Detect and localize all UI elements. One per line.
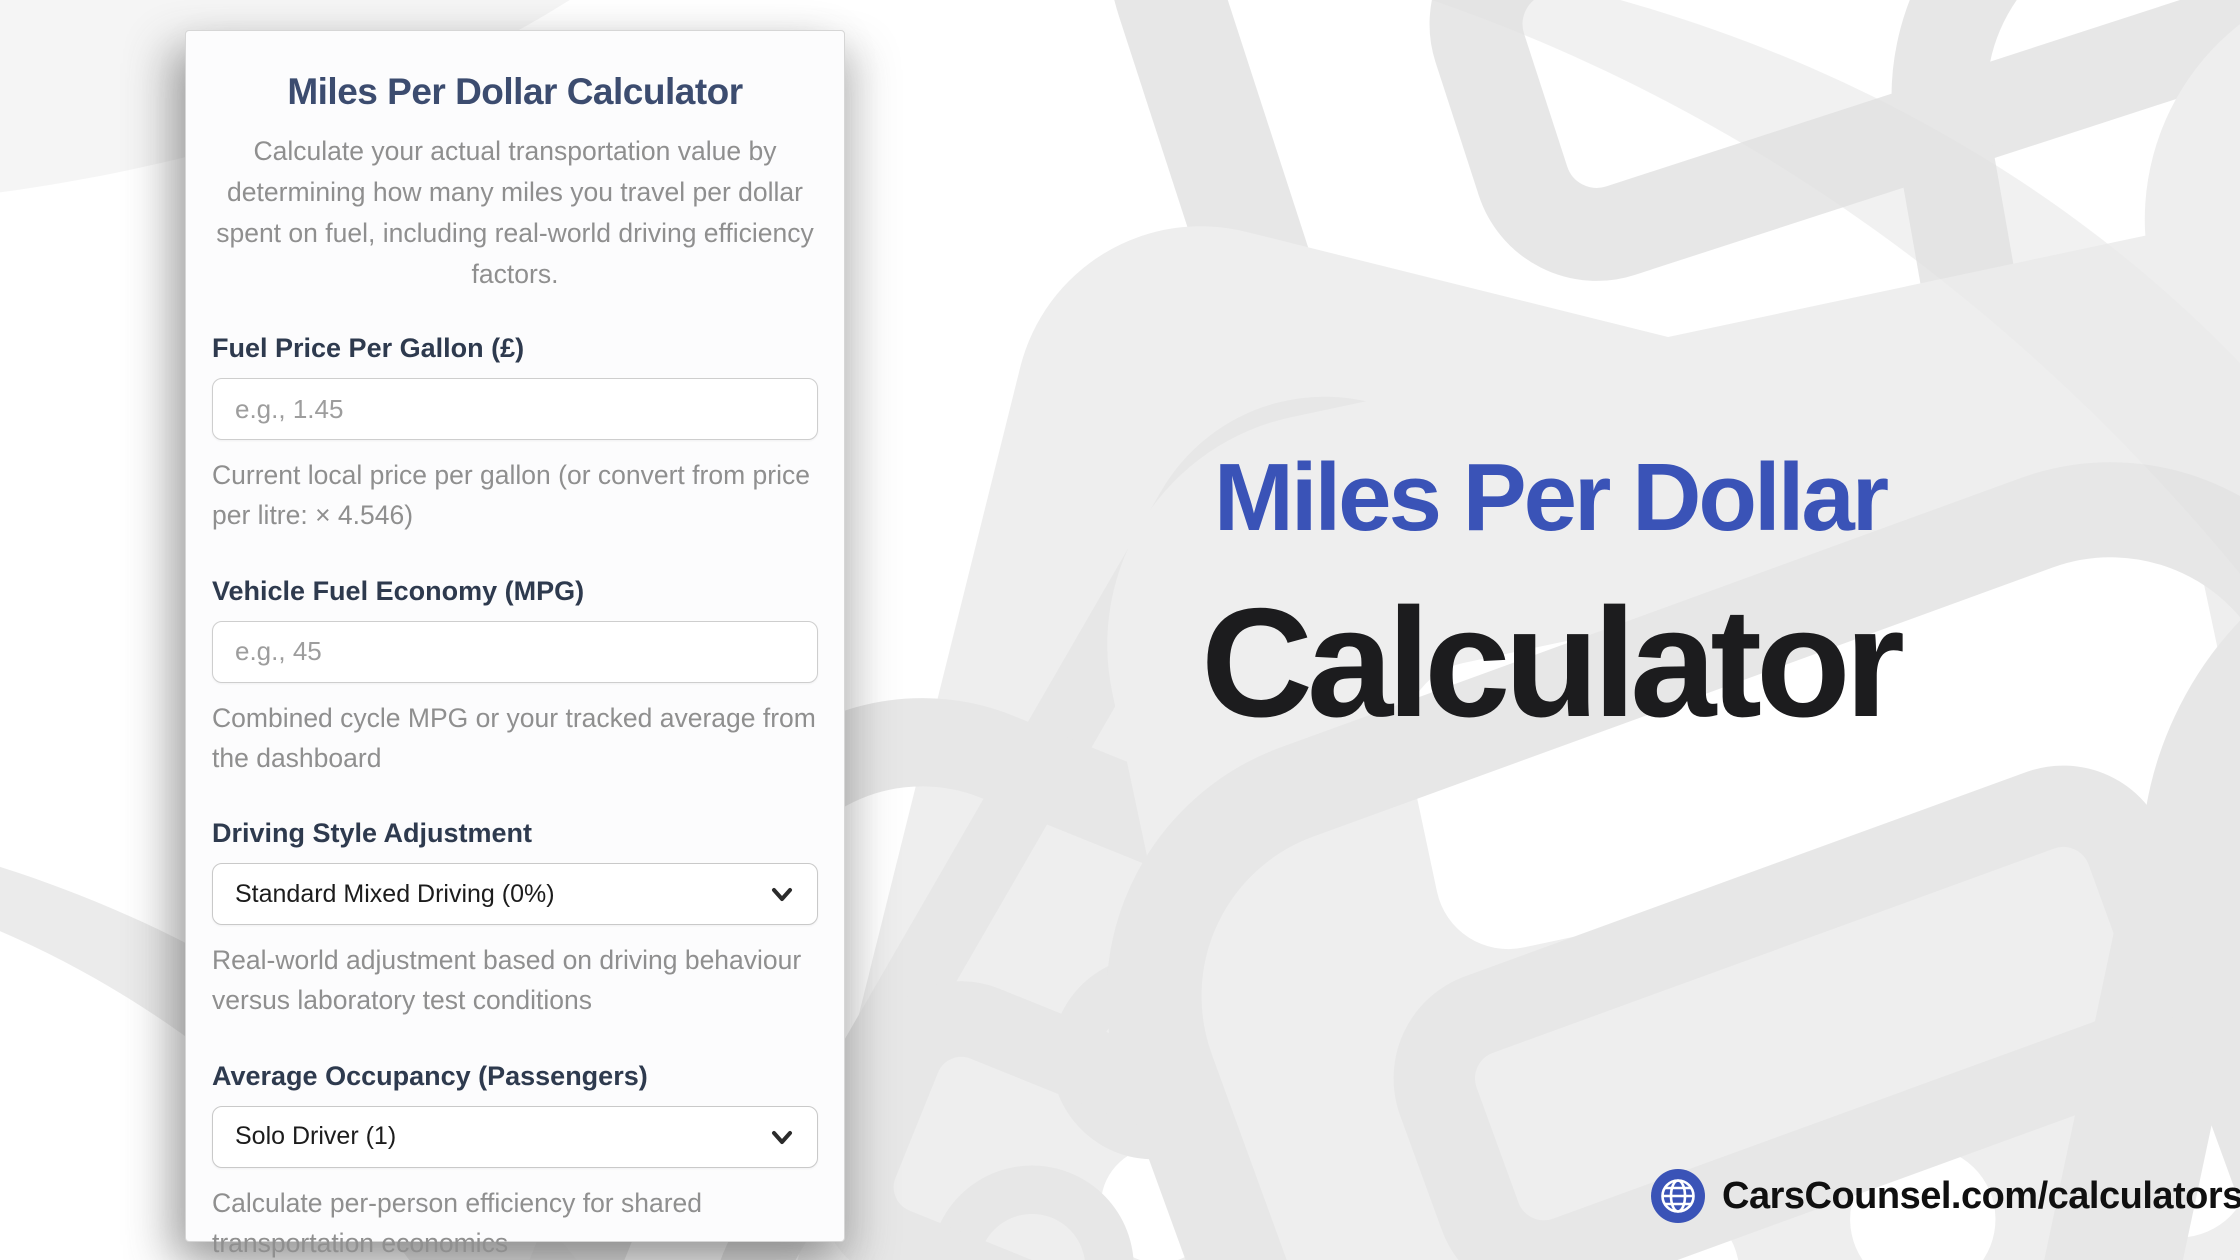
field-fuel-economy: Vehicle Fuel Economy (MPG) Combined cycl… bbox=[212, 576, 818, 779]
hero-title-line2: Calculator bbox=[1201, 575, 1905, 749]
footer-url: CarsCounsel.com/calculators bbox=[1722, 1174, 2240, 1217]
card-title: Miles Per Dollar Calculator bbox=[287, 71, 743, 112]
chevron-down-icon bbox=[772, 888, 792, 902]
fuel-price-helper: Current local price per gallon (or conve… bbox=[212, 460, 810, 530]
fuel-price-input[interactable] bbox=[212, 378, 818, 441]
fuel-economy-label: Vehicle Fuel Economy (MPG) bbox=[212, 575, 585, 606]
occupancy-label: Average Occupancy (Passengers) bbox=[212, 1060, 648, 1091]
globe-icon bbox=[1651, 1169, 1705, 1223]
occupancy-select[interactable]: Solo Driver (1) bbox=[212, 1105, 818, 1168]
field-driving-style: Driving Style Adjustment Standard Mixed … bbox=[212, 818, 818, 1021]
fuel-economy-input[interactable] bbox=[212, 620, 818, 683]
card-description: Calculate your actual transportation val… bbox=[216, 136, 814, 290]
fuel-price-label: Fuel Price Per Gallon (£) bbox=[212, 333, 525, 364]
driving-style-helper: Real-world adjustment based on driving b… bbox=[212, 945, 802, 1015]
occupancy-helper: Calculate per-person efficiency for shar… bbox=[212, 1187, 703, 1258]
footer-branding: CarsCounsel.com/calculators bbox=[1650, 1168, 2240, 1224]
hero-title-line1: Miles Per Dollar bbox=[1213, 444, 1889, 551]
driving-style-label: Driving Style Adjustment bbox=[212, 818, 533, 849]
driving-style-selected-value: Standard Mixed Driving (0%) bbox=[235, 879, 555, 908]
driving-style-select[interactable]: Standard Mixed Driving (0%) bbox=[212, 863, 818, 926]
chevron-down-icon bbox=[772, 1130, 792, 1144]
hero-title: Miles Per Dollar Calculator bbox=[870, 444, 2230, 749]
fuel-economy-helper: Combined cycle MPG or your tracked avera… bbox=[212, 702, 816, 773]
field-fuel-price: Fuel Price Per Gallon (£) Current local … bbox=[212, 333, 818, 536]
field-occupancy: Average Occupancy (Passengers) Solo Driv… bbox=[212, 1061, 818, 1260]
occupancy-selected-value: Solo Driver (1) bbox=[235, 1122, 397, 1151]
calculator-form-card: Miles Per Dollar Calculator Calculate yo… bbox=[185, 30, 845, 1258]
